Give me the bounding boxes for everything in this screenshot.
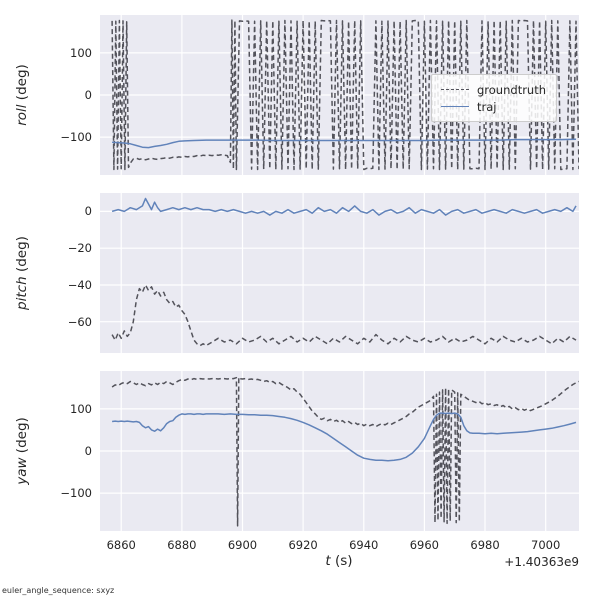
x-axis-offset-label: +1.40363e9: [504, 555, 579, 569]
x-tick-label: 6980: [470, 538, 500, 552]
yaw-axis-label: yaw (deg): [14, 417, 30, 485]
roll-axis-label-unit: (deg): [14, 64, 30, 105]
x-tick-label: 6860: [106, 538, 136, 552]
yaw-axis-label-var: yaw: [14, 457, 30, 485]
roll-axis-label-var: roll: [14, 104, 30, 126]
legend-item-groundtruth: groundtruth: [441, 81, 546, 98]
groundtruth-legend-line-sample: [441, 89, 469, 90]
x-axis-label-var: t: [325, 553, 331, 569]
x-axis-label-unit: (s): [330, 553, 353, 569]
x-tick-label: 7000: [531, 538, 561, 552]
x-tick-label: 6940: [349, 538, 379, 552]
yaw-ytick-label: 0: [84, 444, 92, 458]
roll-ytick-label: 0: [84, 88, 92, 102]
roll-plot: [100, 15, 579, 175]
pitch-ytick-label: −60: [67, 314, 92, 329]
roll-ytick-label: 100: [70, 45, 92, 60]
groundtruth-legend-label: groundtruth: [477, 82, 547, 97]
euler-sequence-note: euler_angle_sequence: sxyz: [2, 586, 115, 595]
pitch-traj-line: [111, 197, 577, 216]
roll-groundtruth-line: [111, 19, 579, 171]
roll-traj-line: [112, 138, 577, 149]
legend-item-traj: traj: [441, 98, 546, 115]
x-axis-label: t (s): [325, 553, 352, 569]
legend: groundtruth traj: [431, 74, 558, 122]
x-tick-label: 6960: [409, 538, 440, 552]
pitch-ytick-label: 0: [84, 204, 92, 219]
pitch-plot: [100, 193, 579, 353]
pitch-axis-label: pitch (deg): [14, 236, 30, 310]
yaw-traj-line: [112, 412, 577, 462]
yaw-plot: [100, 371, 579, 531]
x-tick-label: 6900: [227, 538, 258, 552]
x-tick-label: 6880: [167, 538, 197, 552]
yaw-ytick-label: −100: [60, 486, 92, 501]
yaw-ytick-label: 100: [70, 401, 92, 416]
pitch-ytick-label: −40: [67, 277, 92, 292]
pitch-axis-label-unit: (deg): [14, 236, 30, 277]
yaw-groundtruth-line: [111, 376, 579, 527]
roll-ytick-label: −100: [60, 130, 92, 145]
yaw-axis-label-unit: (deg): [14, 417, 30, 458]
pitch-ytick-label: −20: [67, 241, 92, 256]
x-tick-label: 6920: [288, 538, 318, 552]
roll-axis-label: roll (deg): [14, 64, 30, 126]
traj-legend-label: traj: [477, 99, 497, 114]
pitch-groundtruth-line: [111, 284, 577, 347]
traj-legend-line-sample: [441, 106, 469, 107]
pitch-axis-label-var: pitch: [14, 276, 30, 310]
